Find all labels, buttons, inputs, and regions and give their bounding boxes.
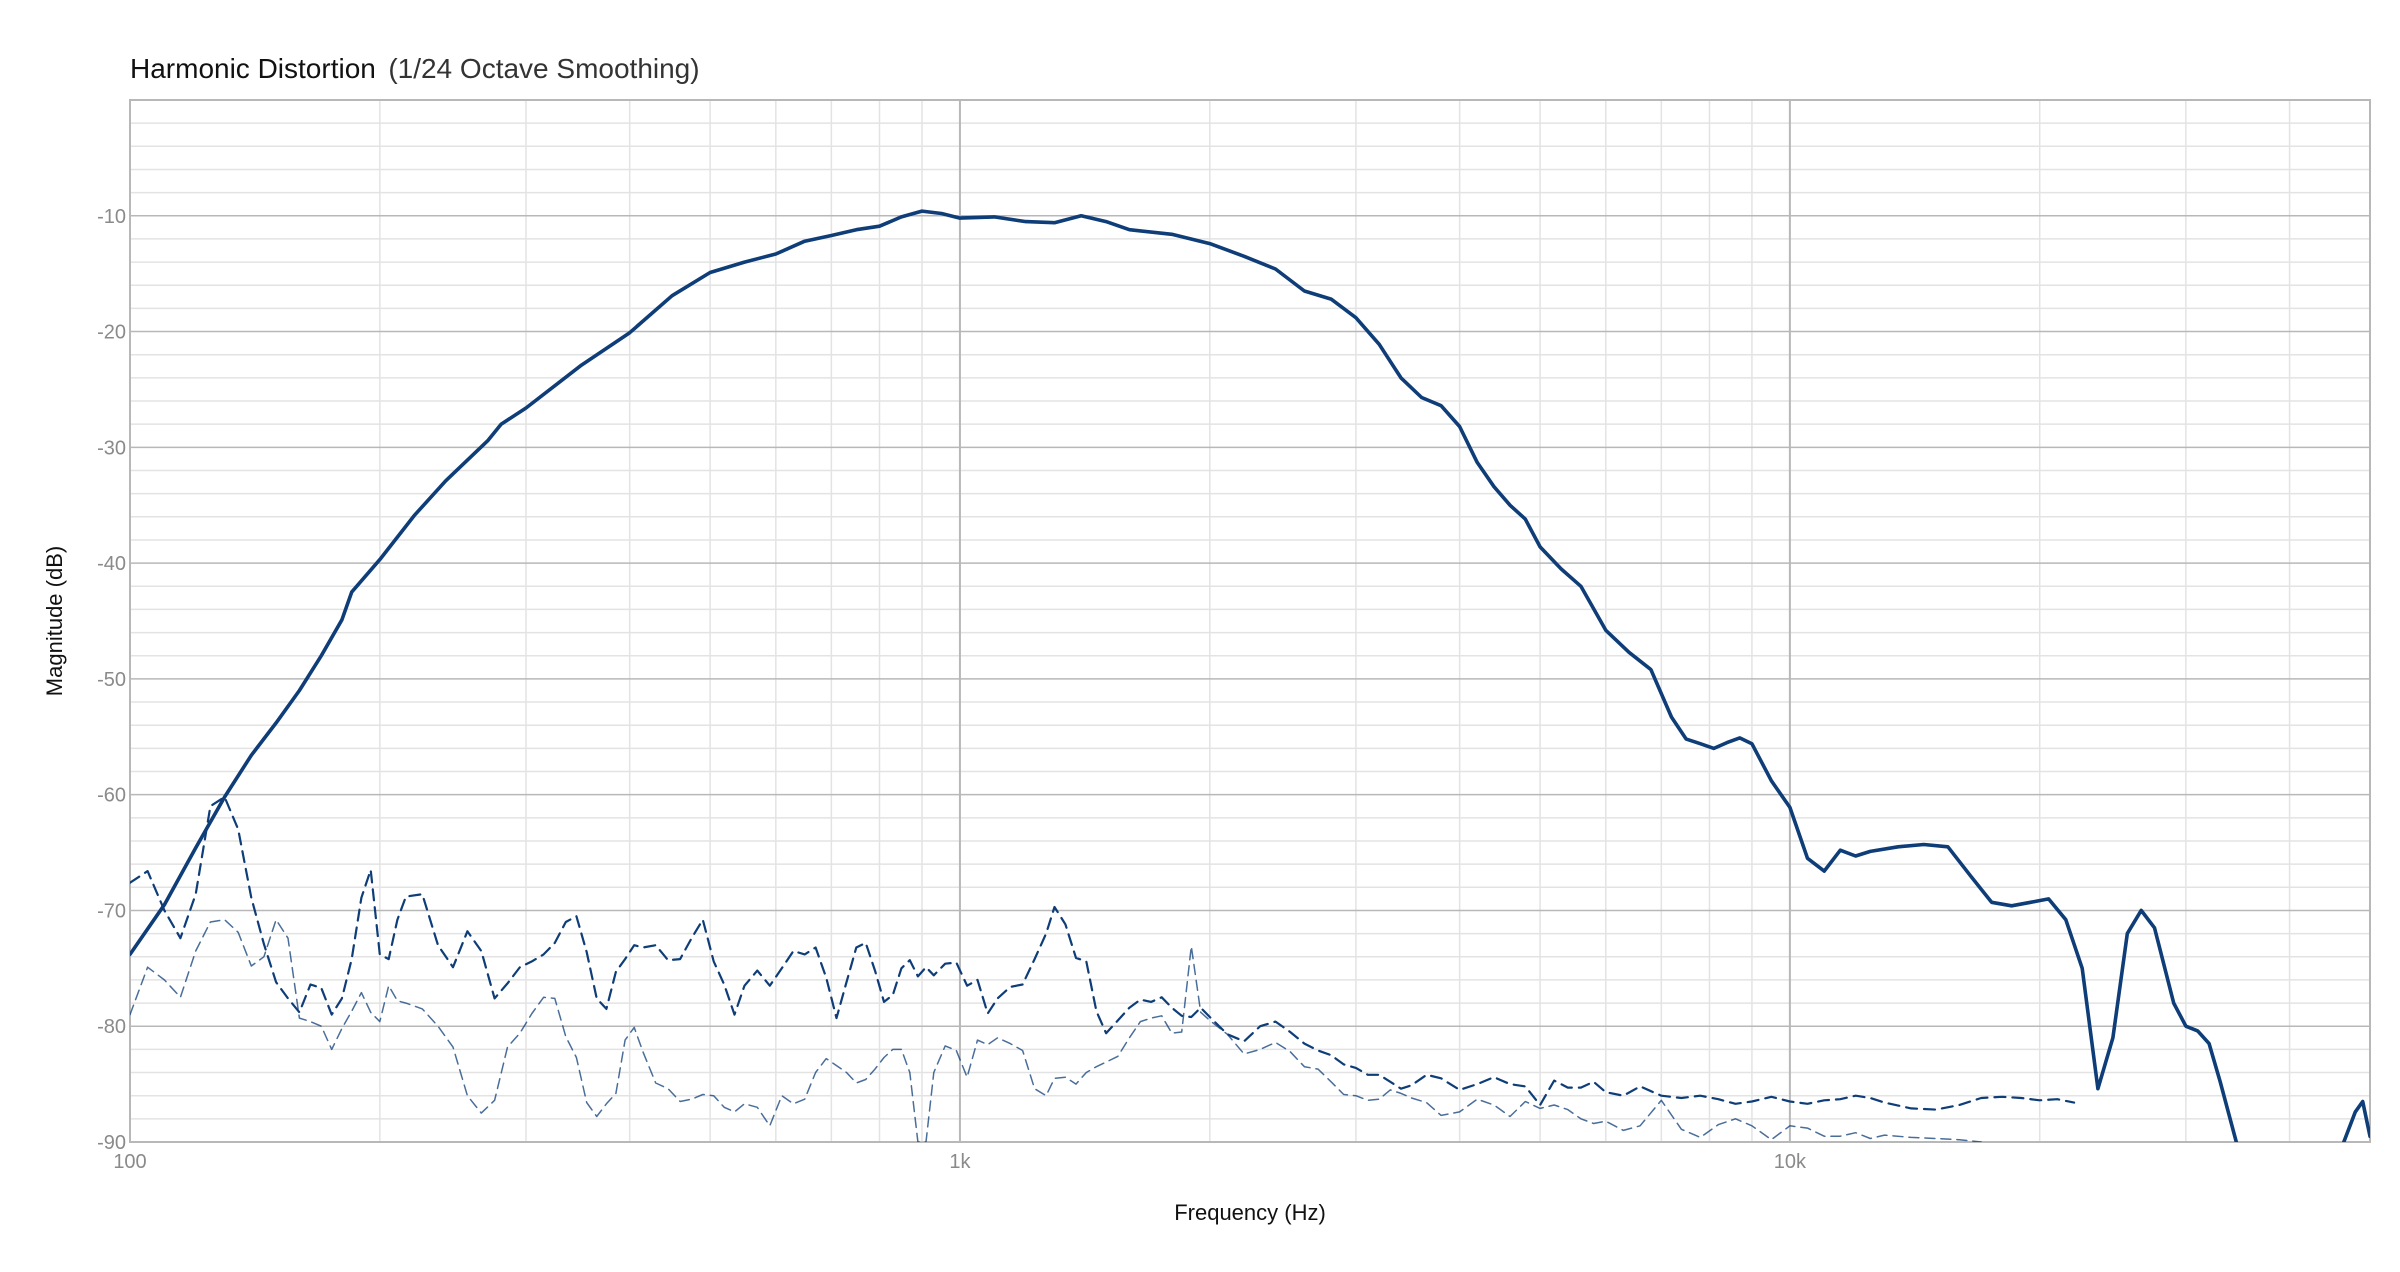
plot-frame <box>129 99 2371 1143</box>
x-tick-label: 100 <box>113 1151 146 1173</box>
x-tick-label: 10k <box>1774 1151 1807 1173</box>
y-tick-label: -70 <box>97 900 126 922</box>
x-axis-label: Frequency (Hz) <box>1174 1200 1326 1225</box>
chart-title-line: Harmonic Distortion (1/24 Octave Smoothi… <box>130 53 700 84</box>
y-tick-label: -10 <box>97 206 126 228</box>
y-axis-label: Magnitude (dB) <box>42 546 67 696</box>
y-tick-label: -20 <box>97 322 126 344</box>
series-layer <box>130 209 2370 1142</box>
grid-major <box>130 100 2370 1142</box>
series-line-1-solid <box>130 209 2370 1142</box>
chart-subtitle: (1/24 Octave Smoothing) <box>388 53 699 84</box>
y-tick-label: -40 <box>97 553 126 575</box>
series-line-3-dashed-thin <box>130 918 1982 1142</box>
y-tick-label: -90 <box>97 1132 126 1154</box>
chart-title: Harmonic Distortion <box>130 53 376 84</box>
y-tick-label: -80 <box>97 1016 126 1038</box>
y-tick-label: -60 <box>97 785 126 807</box>
y-tick-label: -30 <box>97 437 126 459</box>
series-line-2-dashed <box>130 795 2076 1111</box>
x-tick-label: 1k <box>949 1151 971 1173</box>
grid-minor <box>130 100 2371 1142</box>
y-tick-label: -50 <box>97 669 126 691</box>
